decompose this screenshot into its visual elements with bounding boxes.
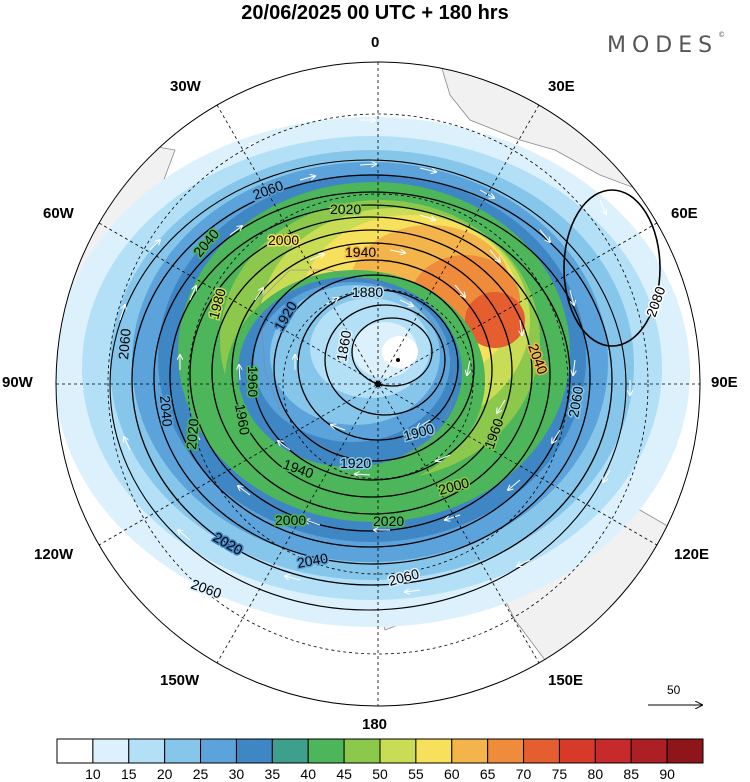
contour-label: 2060: [115, 328, 134, 361]
colorbar-label: 35: [264, 766, 281, 782]
lon-label-30e: 30E: [548, 78, 575, 95]
contour-label: 2020: [183, 418, 202, 451]
contour-label: 1920: [340, 455, 371, 471]
contour-label: 1960: [245, 366, 261, 397]
colorbar-swatch: [630, 738, 668, 764]
antarctica-coastline: [259, 269, 456, 461]
logo-text: MODES: [607, 33, 719, 58]
lon-label-0: 0: [371, 34, 380, 51]
colorbar-swatch: [343, 738, 381, 764]
contour-label: 2020: [330, 201, 361, 217]
south-pole-marker: [375, 381, 381, 387]
colorbar-label: 25: [192, 766, 209, 782]
lon-label-120e: 120E: [674, 546, 710, 563]
colorbar-label: 65: [479, 766, 496, 782]
colorbar-swatch: [558, 738, 596, 764]
colorbar-label: 10: [85, 766, 101, 782]
colorbar-swatch: [307, 738, 345, 764]
colorbar-label: 15: [120, 766, 137, 782]
reference-vector-label: 50: [667, 683, 681, 697]
colorbar-swatch: [128, 738, 166, 764]
contour-label: 1940: [345, 244, 376, 260]
graticule: [56, 62, 700, 706]
lon-label-180: 180: [362, 716, 388, 733]
colorbar-label: 70: [515, 766, 532, 782]
colorbar-swatch: [415, 738, 453, 764]
colorbar-label: 60: [443, 766, 460, 782]
low-center-marker: [396, 358, 400, 362]
colorbar-swatch: [56, 738, 94, 764]
wind-speed-shading: [56, 117, 690, 627]
colorbar-swatch: [200, 738, 237, 764]
map-boundary: [55, 61, 701, 707]
lon-label-60w: 60W: [43, 205, 74, 222]
colorbar-swatch: [523, 738, 560, 764]
wind-vectors: [119, 120, 630, 592]
contour-label: 2000: [275, 512, 306, 528]
lon-label-60e: 60E: [671, 205, 698, 222]
colorbar-swatch: [164, 738, 202, 764]
lon-label-30w: 30W: [170, 78, 201, 95]
colorbar-label: 50: [372, 766, 388, 782]
lon-label-90e: 90E: [711, 374, 738, 391]
colorbar-swatch: [271, 738, 309, 764]
wind-speed-colorbar: [56, 738, 704, 764]
colorbar-label: 40: [300, 766, 317, 782]
colorbar-swatch: [451, 738, 489, 764]
colorbar-label: 80: [587, 766, 604, 782]
lon-label-90w: 90W: [2, 374, 33, 391]
colorbar-label: 85: [623, 766, 640, 782]
contour-label: 2000: [268, 232, 299, 248]
map-title: 20/06/2025 00 UTC + 180 hrs: [241, 2, 509, 24]
contour-label: 2020: [373, 513, 404, 529]
colorbar-swatch: [487, 738, 525, 764]
colorbar-swatch: [379, 738, 417, 764]
copyright-mark: ©: [718, 31, 726, 39]
colorbar-label: 20: [156, 766, 173, 782]
colorbar-swatch: [92, 738, 130, 764]
contour-label: 1880: [352, 284, 383, 300]
colorbar-label: 90: [659, 766, 675, 782]
colorbar-label: 45: [336, 766, 352, 782]
colorbar-swatch: [235, 738, 273, 764]
colorbar-swatch: [594, 738, 632, 764]
colorbar-label: 30: [228, 766, 245, 782]
colorbar-label: 75: [551, 766, 568, 782]
modes-logo: MODES©: [607, 31, 726, 58]
contour-label: 2040: [157, 395, 176, 428]
polar-map: 1860 1880 1900 1920 1920 1940 1940 1960 …: [55, 61, 750, 735]
lon-label-150w: 150W: [160, 672, 200, 689]
colorbar-label: 55: [408, 766, 424, 782]
lon-label-150e: 150E: [548, 672, 584, 689]
lon-label-120w: 120W: [34, 546, 74, 563]
geopotential-contours: [109, 159, 661, 611]
colorbar-swatch: [666, 738, 704, 764]
